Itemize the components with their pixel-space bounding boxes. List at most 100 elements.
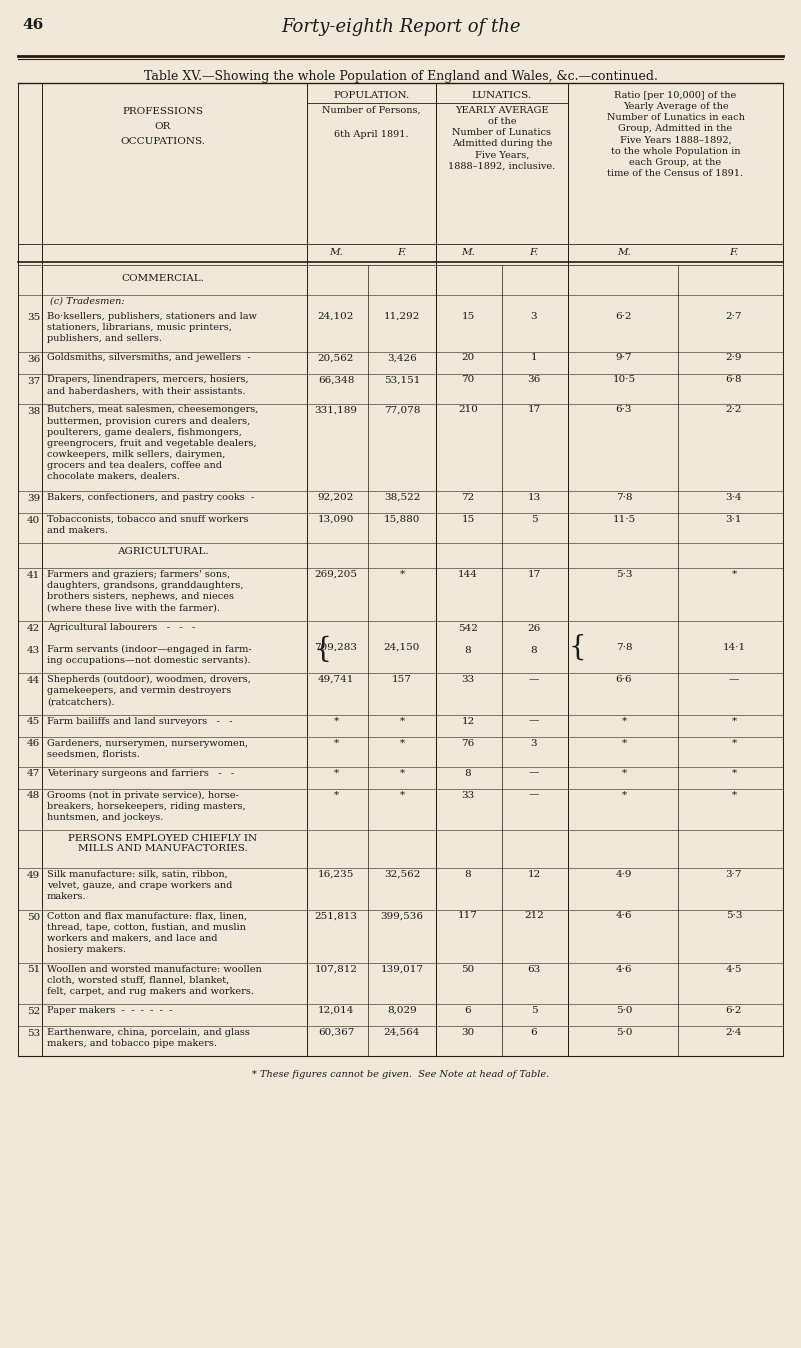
Text: 4·6: 4·6 [616,911,632,921]
Text: 12: 12 [527,869,541,879]
Text: 17: 17 [527,570,541,580]
Text: 7·8: 7·8 [616,493,632,501]
Text: 30: 30 [461,1029,475,1037]
Text: Ratio [per 10,000] of the
Yearly Average of the
Number of Lunatics in each
Group: Ratio [per 10,000] of the Yearly Average… [606,92,744,178]
Text: Goldsmiths, silversmiths, and jewellers  -: Goldsmiths, silversmiths, and jewellers … [47,353,251,363]
Text: 52: 52 [26,1007,40,1016]
Text: Butchers, meat salesmen, cheesemongers,
buttermen, provision curers and dealers,: Butchers, meat salesmen, cheesemongers, … [47,406,259,481]
Text: Number of Persons,

6th April 1891.: Number of Persons, 6th April 1891. [322,106,421,139]
Text: *: * [333,717,339,725]
Text: F.: F. [529,248,538,257]
Text: 26: 26 [527,624,541,634]
Text: 76: 76 [461,739,475,748]
Text: 63: 63 [527,965,541,973]
Text: OR: OR [155,123,171,131]
Text: LUNATICS.: LUNATICS. [472,92,532,100]
Text: 5·0: 5·0 [616,1029,632,1037]
Text: 32,562: 32,562 [384,869,421,879]
Text: 4·9: 4·9 [616,869,632,879]
Text: 3·7: 3·7 [726,869,743,879]
Text: 5: 5 [531,515,537,524]
Text: 210: 210 [458,406,478,414]
Text: 40: 40 [26,516,40,524]
Text: Woollen and worsted manufacture: woollen
cloth, worsted stuff, flannel, blanket,: Woollen and worsted manufacture: woollen… [47,965,262,996]
Text: COMMERCIAL.: COMMERCIAL. [121,274,204,283]
Text: 15: 15 [461,311,475,321]
Text: 144: 144 [458,570,478,580]
Text: Agricultural labourers   -   -   -: Agricultural labourers - - - [47,623,195,632]
Text: {: { [569,634,586,661]
Text: 92,202: 92,202 [318,493,354,501]
Text: 3,426: 3,426 [387,353,417,363]
Text: 24,102: 24,102 [318,311,354,321]
Text: 44: 44 [26,675,40,685]
Text: 24,150: 24,150 [384,643,421,651]
Text: 3·4: 3·4 [726,493,743,501]
Text: 8: 8 [465,869,471,879]
Text: 15,880: 15,880 [384,515,421,524]
Text: 43: 43 [26,646,40,655]
Text: *: * [622,790,626,799]
Text: *: * [731,768,737,778]
Text: 12,014: 12,014 [318,1006,354,1015]
Text: 107,812: 107,812 [315,965,357,973]
Text: *: * [731,739,737,748]
Text: 5·3: 5·3 [726,911,743,921]
Text: Shepherds (outdoor), woodmen, drovers,
gamekeepers, and vermin destroyers
(ratca: Shepherds (outdoor), woodmen, drovers, g… [47,675,251,706]
Text: 50: 50 [461,965,475,973]
Text: *: * [622,768,626,778]
Text: 46: 46 [26,740,40,748]
Text: 36: 36 [527,376,541,384]
Text: 5·3: 5·3 [616,570,632,580]
Text: 3: 3 [531,739,537,748]
Text: 20: 20 [461,353,475,363]
Text: Farm bailiffs and land surveyors   -   -: Farm bailiffs and land surveyors - - [47,717,232,725]
Text: 38,522: 38,522 [384,493,421,501]
Text: 8: 8 [465,768,471,778]
Text: 2·7: 2·7 [726,311,743,321]
Text: 13: 13 [527,493,541,501]
Text: —: — [529,675,539,683]
Text: Earthenware, china, porcelain, and glass
makers, and tobacco pipe makers.: Earthenware, china, porcelain, and glass… [47,1029,250,1049]
Text: Drapers, linendrapers, mercers, hosiers,
and haberdashers, with their assistants: Drapers, linendrapers, mercers, hosiers,… [47,376,248,395]
Text: 8,029: 8,029 [387,1006,417,1015]
Text: PROFESSIONS: PROFESSIONS [122,106,203,116]
Text: F.: F. [397,248,406,257]
Text: 17: 17 [527,406,541,414]
Text: 50: 50 [26,913,40,922]
Text: M.: M. [329,248,343,257]
Text: 399,536: 399,536 [380,911,424,921]
Text: Paper makers  -  -  -  -  -  -: Paper makers - - - - - - [47,1006,172,1015]
Text: 157: 157 [392,675,412,683]
Text: 66,348: 66,348 [318,376,354,384]
Text: (c) Tradesmen:: (c) Tradesmen: [50,297,125,306]
Text: 51: 51 [26,965,40,975]
Text: Tobacconists, tobacco and snuff workers
and makers.: Tobacconists, tobacco and snuff workers … [47,515,248,535]
Text: 5: 5 [531,1006,537,1015]
Text: Gardeners, nurserymen, nurserywomen,
seedsmen, florists.: Gardeners, nurserymen, nurserywomen, see… [47,739,248,759]
Text: 46: 46 [22,18,43,32]
Text: —: — [529,717,539,725]
Text: 20,562: 20,562 [318,353,354,363]
Text: 3: 3 [531,311,537,321]
Text: 2·4: 2·4 [726,1029,743,1037]
Text: 1: 1 [531,353,537,363]
Text: 139,017: 139,017 [380,965,424,973]
Text: 7·8: 7·8 [616,643,632,651]
Text: 41: 41 [26,572,40,580]
Text: 117: 117 [458,911,478,921]
Text: Silk manufacture: silk, satin, ribbon,
velvet, gauze, and crape workers and
make: Silk manufacture: silk, satin, ribbon, v… [47,869,232,902]
Text: *: * [731,570,737,580]
Text: 16,235: 16,235 [318,869,354,879]
Text: 212: 212 [524,911,544,921]
Text: 37: 37 [26,376,40,386]
Text: 39: 39 [26,493,40,503]
Text: —: — [529,790,539,799]
Text: *: * [622,717,626,725]
Text: 6: 6 [531,1029,537,1037]
Text: 77,078: 77,078 [384,406,421,414]
Text: *: * [622,739,626,748]
Text: }: } [308,634,326,661]
Text: M.: M. [461,248,475,257]
Text: 12: 12 [461,717,475,725]
